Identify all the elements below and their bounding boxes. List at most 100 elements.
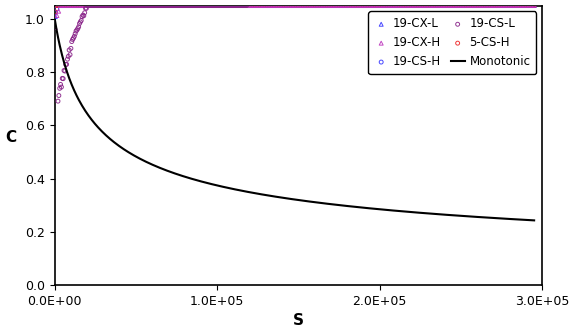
19-CX-L bbox=[166, 3, 175, 8]
19-CX-L bbox=[480, 3, 489, 8]
19-CS-L bbox=[95, 3, 104, 8]
19-CS-L bbox=[180, 3, 189, 8]
19-CS-L bbox=[82, 6, 91, 11]
19-CS-H bbox=[454, 3, 463, 8]
19-CS-L bbox=[113, 3, 122, 8]
19-CX-L bbox=[329, 3, 339, 8]
19-CX-L bbox=[301, 3, 310, 8]
19-CX-H bbox=[216, 3, 225, 8]
19-CX-H bbox=[301, 3, 310, 8]
19-CS-H bbox=[390, 3, 400, 8]
19-CS-L bbox=[109, 3, 118, 8]
19-CS-H bbox=[522, 3, 531, 8]
19-CS-L bbox=[64, 47, 74, 53]
19-CS-H bbox=[528, 3, 537, 8]
19-CX-H bbox=[329, 3, 338, 8]
19-CS-H bbox=[107, 3, 116, 8]
19-CX-L bbox=[478, 3, 488, 8]
19-CX-L bbox=[446, 3, 455, 8]
19-CS-H bbox=[501, 3, 510, 8]
19-CX-L bbox=[71, 3, 80, 8]
19-CX-L bbox=[307, 3, 316, 8]
5-CS-H bbox=[424, 3, 433, 8]
19-CX-H bbox=[108, 3, 117, 8]
19-CS-L bbox=[73, 26, 82, 31]
19-CX-L bbox=[381, 3, 390, 8]
19-CS-L bbox=[227, 3, 236, 8]
19-CS-H bbox=[443, 3, 453, 8]
19-CX-L bbox=[251, 3, 260, 8]
19-CS-H bbox=[195, 3, 204, 8]
19-CS-L bbox=[140, 3, 150, 8]
5-CS-H bbox=[136, 3, 145, 8]
5-CS-H bbox=[430, 3, 439, 8]
19-CS-H bbox=[219, 3, 228, 8]
5-CS-H bbox=[401, 3, 411, 8]
19-CS-H bbox=[232, 3, 241, 8]
19-CX-L bbox=[185, 3, 194, 8]
19-CS-H bbox=[442, 3, 451, 8]
19-CS-H bbox=[517, 3, 526, 8]
5-CS-H bbox=[238, 3, 247, 8]
19-CS-H bbox=[373, 3, 382, 8]
5-CS-H bbox=[503, 3, 512, 8]
19-CS-H bbox=[108, 3, 117, 8]
19-CX-H bbox=[226, 3, 235, 8]
19-CS-H bbox=[228, 3, 237, 8]
5-CS-H bbox=[352, 3, 361, 8]
5-CS-H bbox=[73, 3, 82, 8]
5-CS-H bbox=[512, 3, 521, 8]
19-CS-L bbox=[159, 3, 168, 8]
19-CS-L bbox=[242, 3, 251, 8]
19-CX-L bbox=[347, 3, 356, 8]
5-CS-H bbox=[156, 3, 166, 8]
19-CS-H bbox=[450, 3, 459, 8]
19-CX-L bbox=[208, 3, 217, 8]
19-CX-H bbox=[344, 3, 354, 8]
5-CS-H bbox=[212, 3, 221, 8]
19-CX-H bbox=[75, 3, 84, 8]
19-CX-H bbox=[267, 3, 276, 8]
19-CS-H bbox=[279, 3, 289, 8]
19-CS-L bbox=[215, 3, 224, 8]
5-CS-H bbox=[174, 3, 183, 8]
5-CS-H bbox=[195, 3, 204, 8]
19-CS-H bbox=[249, 3, 258, 8]
19-CS-H bbox=[191, 3, 201, 8]
19-CX-L bbox=[67, 3, 76, 8]
19-CS-H bbox=[152, 3, 161, 8]
19-CX-L bbox=[256, 3, 265, 8]
19-CX-H bbox=[154, 3, 163, 8]
19-CS-H bbox=[75, 3, 84, 8]
19-CX-H bbox=[64, 3, 74, 8]
19-CS-L bbox=[150, 3, 159, 8]
5-CS-H bbox=[526, 3, 535, 8]
19-CX-H bbox=[298, 3, 307, 8]
5-CS-H bbox=[328, 3, 337, 8]
19-CX-H bbox=[214, 3, 223, 8]
19-CS-H bbox=[339, 3, 348, 8]
5-CS-H bbox=[494, 3, 504, 8]
5-CS-H bbox=[363, 3, 372, 8]
5-CS-H bbox=[57, 3, 66, 8]
19-CS-H bbox=[265, 3, 274, 8]
19-CS-L bbox=[133, 3, 142, 8]
19-CX-L bbox=[448, 3, 457, 8]
19-CS-H bbox=[92, 3, 101, 8]
19-CS-L bbox=[163, 3, 172, 8]
19-CX-L bbox=[126, 3, 135, 8]
19-CX-L bbox=[235, 3, 244, 8]
19-CS-H bbox=[509, 3, 518, 8]
19-CS-H bbox=[366, 3, 375, 8]
19-CX-H bbox=[464, 3, 473, 8]
19-CX-L bbox=[510, 3, 519, 8]
19-CS-L bbox=[162, 3, 171, 8]
19-CX-L bbox=[331, 3, 340, 8]
19-CX-H bbox=[528, 3, 537, 8]
19-CS-L bbox=[109, 3, 118, 8]
19-CX-H bbox=[124, 3, 133, 8]
5-CS-H bbox=[354, 3, 363, 8]
19-CS-L bbox=[80, 10, 89, 15]
19-CS-H bbox=[356, 3, 366, 8]
19-CX-L bbox=[227, 3, 236, 8]
